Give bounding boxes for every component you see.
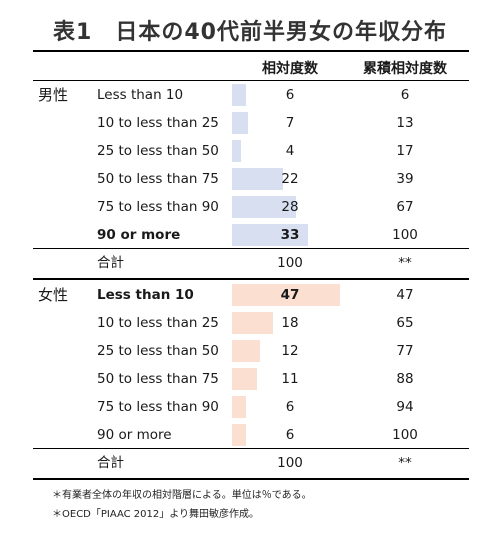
total-value: 100	[277, 255, 303, 271]
female-bar	[232, 284, 340, 306]
income-range-label: 75 to less than 90	[97, 199, 219, 215]
income-range-label: 75 to less than 90	[97, 399, 219, 415]
female-group-label: 女性	[38, 286, 69, 304]
relative-frequency-value: 6	[285, 399, 295, 415]
total-label: 合計	[97, 255, 124, 271]
cumulative-frequency-value: 94	[396, 399, 414, 415]
table-row: 75 to less than 90 28 67	[0, 193, 500, 221]
female-bar	[232, 396, 246, 418]
total-label: 合計	[97, 455, 124, 471]
header-relative-frequency: 相対度数	[262, 61, 318, 77]
table-row: 男性 Less than 10 6 6	[0, 81, 500, 109]
income-range-label: 25 to less than 50	[97, 343, 219, 359]
table-row: 10 to less than 25 7 13	[0, 109, 500, 137]
relative-frequency-value: 47	[280, 287, 300, 303]
cumulative-frequency-value: 39	[396, 171, 414, 187]
relative-frequency-value: 28	[281, 199, 299, 215]
male-bar	[232, 168, 283, 190]
male-bar	[232, 224, 308, 246]
table-row: 10 to less than 25 18 65	[0, 309, 500, 337]
income-range-label: 10 to less than 25	[97, 315, 219, 331]
table-row: 女性 Less than 10 47 47	[0, 281, 500, 309]
income-range-label: 25 to less than 50	[97, 143, 219, 159]
female-bar	[232, 424, 246, 446]
total-cumulative: **	[398, 255, 412, 271]
income-range-label: 90 or more	[97, 227, 181, 243]
female-bar	[232, 340, 260, 362]
table-row: 50 to less than 75 22 39	[0, 165, 500, 193]
table-title: 表1 日本の40代前半男女の年収分布	[53, 20, 447, 45]
income-range-label: Less than 10	[97, 287, 194, 303]
male-group-label: 男性	[38, 86, 69, 104]
total-value: 100	[277, 455, 303, 471]
income-range-label: 50 to less than 75	[97, 371, 219, 387]
relative-frequency-value: 11	[281, 371, 299, 387]
cumulative-frequency-value: 47	[396, 287, 414, 303]
cumulative-frequency-value: 6	[400, 87, 410, 103]
total-row: 合計 100 **	[0, 449, 500, 477]
header-cumulative-frequency: 累積相対度数	[363, 61, 447, 77]
table-row: 75 to less than 90 6 94	[0, 393, 500, 421]
relative-frequency-value: 18	[281, 315, 299, 331]
cumulative-frequency-value: 100	[392, 427, 418, 443]
relative-frequency-value: 4	[285, 143, 295, 159]
income-range-label: 50 to less than 75	[97, 171, 219, 187]
cumulative-frequency-value: 77	[396, 343, 414, 359]
table-row: 25 to less than 50 4 17	[0, 137, 500, 165]
note-2: ＊OECD「PIAAC 2012」より舞田敏彦作成。	[52, 509, 260, 520]
income-range-label: 10 to less than 25	[97, 115, 219, 131]
female-bar	[232, 368, 257, 390]
cumulative-frequency-value: 13	[396, 115, 414, 131]
table-row: 25 to less than 50 12 77	[0, 337, 500, 365]
total-row: 合計 100 **	[0, 249, 500, 277]
male-bar	[232, 84, 246, 106]
male-bar	[232, 112, 248, 134]
relative-frequency-value: 6	[285, 87, 295, 103]
relative-frequency-value: 33	[280, 227, 300, 243]
relative-frequency-value: 6	[285, 427, 295, 443]
table-row: 90 or more 6 100	[0, 421, 500, 449]
note-1: ＊有業者全体の年収の相対階層による。単位は％である。	[52, 490, 312, 501]
male-bar	[232, 140, 241, 162]
income-range-label: 90 or more	[97, 427, 172, 443]
header-rule	[33, 80, 469, 81]
income-range-label: Less than 10	[97, 87, 184, 103]
cumulative-frequency-value: 67	[396, 199, 414, 215]
relative-frequency-value: 7	[285, 115, 295, 131]
male-bar	[232, 196, 296, 218]
cumulative-frequency-value: 17	[396, 143, 414, 159]
total-cumulative: **	[398, 455, 412, 471]
cumulative-frequency-value: 100	[392, 227, 418, 243]
cumulative-frequency-value: 88	[396, 371, 414, 387]
top-rule	[33, 50, 469, 52]
cumulative-frequency-value: 65	[396, 315, 414, 331]
relative-frequency-value: 22	[281, 171, 299, 187]
relative-frequency-value: 12	[281, 343, 299, 359]
female-total-rule	[33, 448, 469, 449]
table-row: 50 to less than 75 11 88	[0, 365, 500, 393]
male-total-rule	[33, 248, 469, 249]
section-rule	[33, 278, 469, 280]
bottom-rule	[33, 478, 469, 480]
table-row: 90 or more 33 100	[0, 221, 500, 249]
female-bar	[232, 312, 273, 334]
